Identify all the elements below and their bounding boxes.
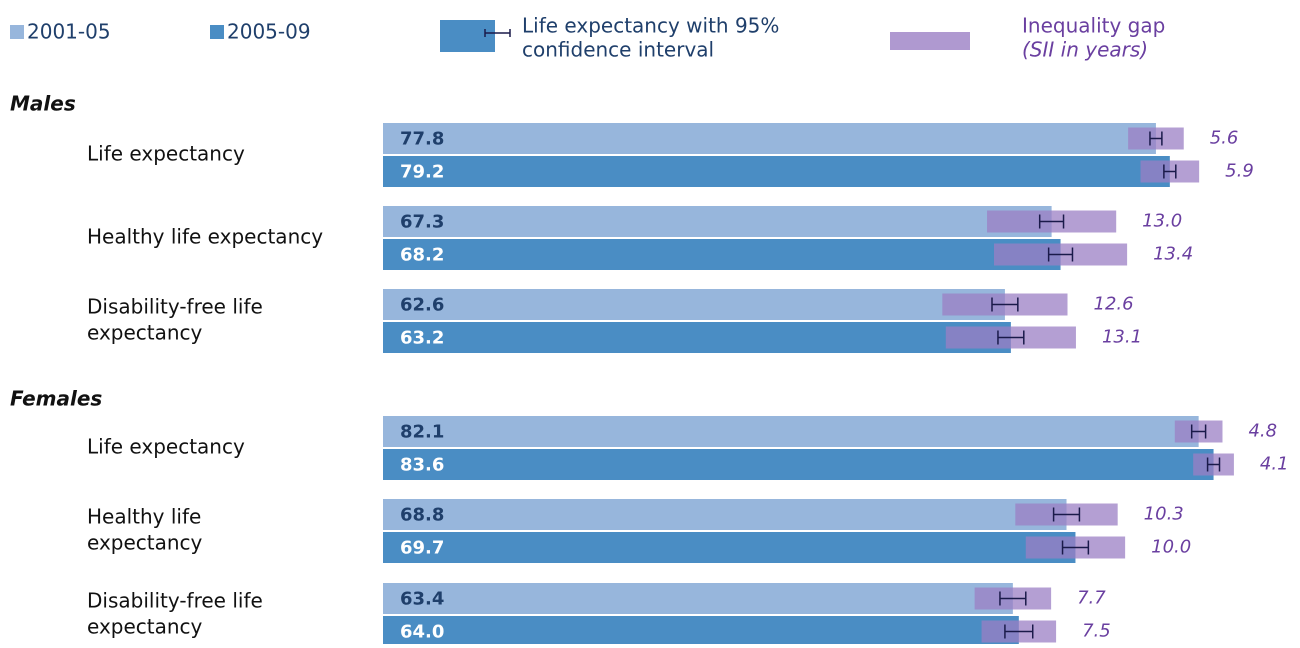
bar xyxy=(383,449,1214,480)
bar xyxy=(383,532,1076,563)
legend-gap-sub: (SII in years) xyxy=(1022,38,1148,62)
legend-ci-box xyxy=(440,20,495,52)
value-label: 63.2 xyxy=(400,328,444,349)
bar xyxy=(383,123,1156,154)
category-label: Disability-free life xyxy=(87,589,263,613)
gap-label: 5.9 xyxy=(1225,161,1254,182)
gap-label: 10.3 xyxy=(1144,504,1184,525)
value-label: 62.6 xyxy=(400,295,444,316)
gap-label: 13.4 xyxy=(1153,244,1193,265)
value-label: 69.7 xyxy=(400,538,444,559)
value-label: 64.0 xyxy=(400,622,444,643)
legend-label: 2005-09 xyxy=(227,20,311,44)
gap-label: 7.5 xyxy=(1082,621,1111,642)
bar xyxy=(383,289,1005,320)
legend-label: 2001-05 xyxy=(27,20,111,44)
value-label: 67.3 xyxy=(400,212,444,233)
category-label: Healthy life xyxy=(87,505,201,529)
bar xyxy=(383,206,1052,237)
value-label: 68.2 xyxy=(400,245,444,266)
panel-title: Males xyxy=(10,92,76,116)
bar xyxy=(383,416,1199,447)
bar xyxy=(383,322,1011,353)
gap-label: 12.6 xyxy=(1094,294,1134,315)
value-label: 83.6 xyxy=(400,455,444,476)
gap-label: 4.1 xyxy=(1260,454,1289,475)
legend-ci-label: Life expectancy with 95% xyxy=(522,14,779,38)
category-label: Disability-free life xyxy=(87,295,263,319)
bar xyxy=(383,239,1061,270)
value-label: 79.2 xyxy=(400,162,444,183)
value-label: 77.8 xyxy=(400,129,444,150)
gap-label: 10.0 xyxy=(1151,537,1191,558)
panel-title: Females xyxy=(10,387,102,411)
value-label: 63.4 xyxy=(400,589,444,610)
value-label: 68.8 xyxy=(400,505,444,526)
bar xyxy=(383,583,1013,614)
gap-label: 13.0 xyxy=(1142,211,1182,232)
bar xyxy=(383,499,1067,530)
bar xyxy=(383,616,1019,647)
category-label: Healthy life expectancy xyxy=(87,225,323,249)
legend-ci-label: confidence interval xyxy=(522,38,714,62)
value-label: 82.1 xyxy=(400,422,444,443)
legend-swatch xyxy=(210,25,224,39)
gap-label: 4.8 xyxy=(1248,421,1277,442)
legend-gap-swatch xyxy=(890,32,970,50)
legend-gap-label: Inequality gap xyxy=(1022,14,1165,38)
category-label: expectancy xyxy=(87,321,203,345)
gap-label: 13.1 xyxy=(1102,327,1142,348)
category-label: Life expectancy xyxy=(87,142,245,166)
legend-swatch xyxy=(10,25,24,39)
category-label: expectancy xyxy=(87,531,203,555)
gap-label: 5.6 xyxy=(1210,128,1239,149)
bar xyxy=(383,156,1170,187)
category-label: Life expectancy xyxy=(87,435,245,459)
gap-label: 7.7 xyxy=(1077,588,1106,609)
category-label: expectancy xyxy=(87,615,203,639)
